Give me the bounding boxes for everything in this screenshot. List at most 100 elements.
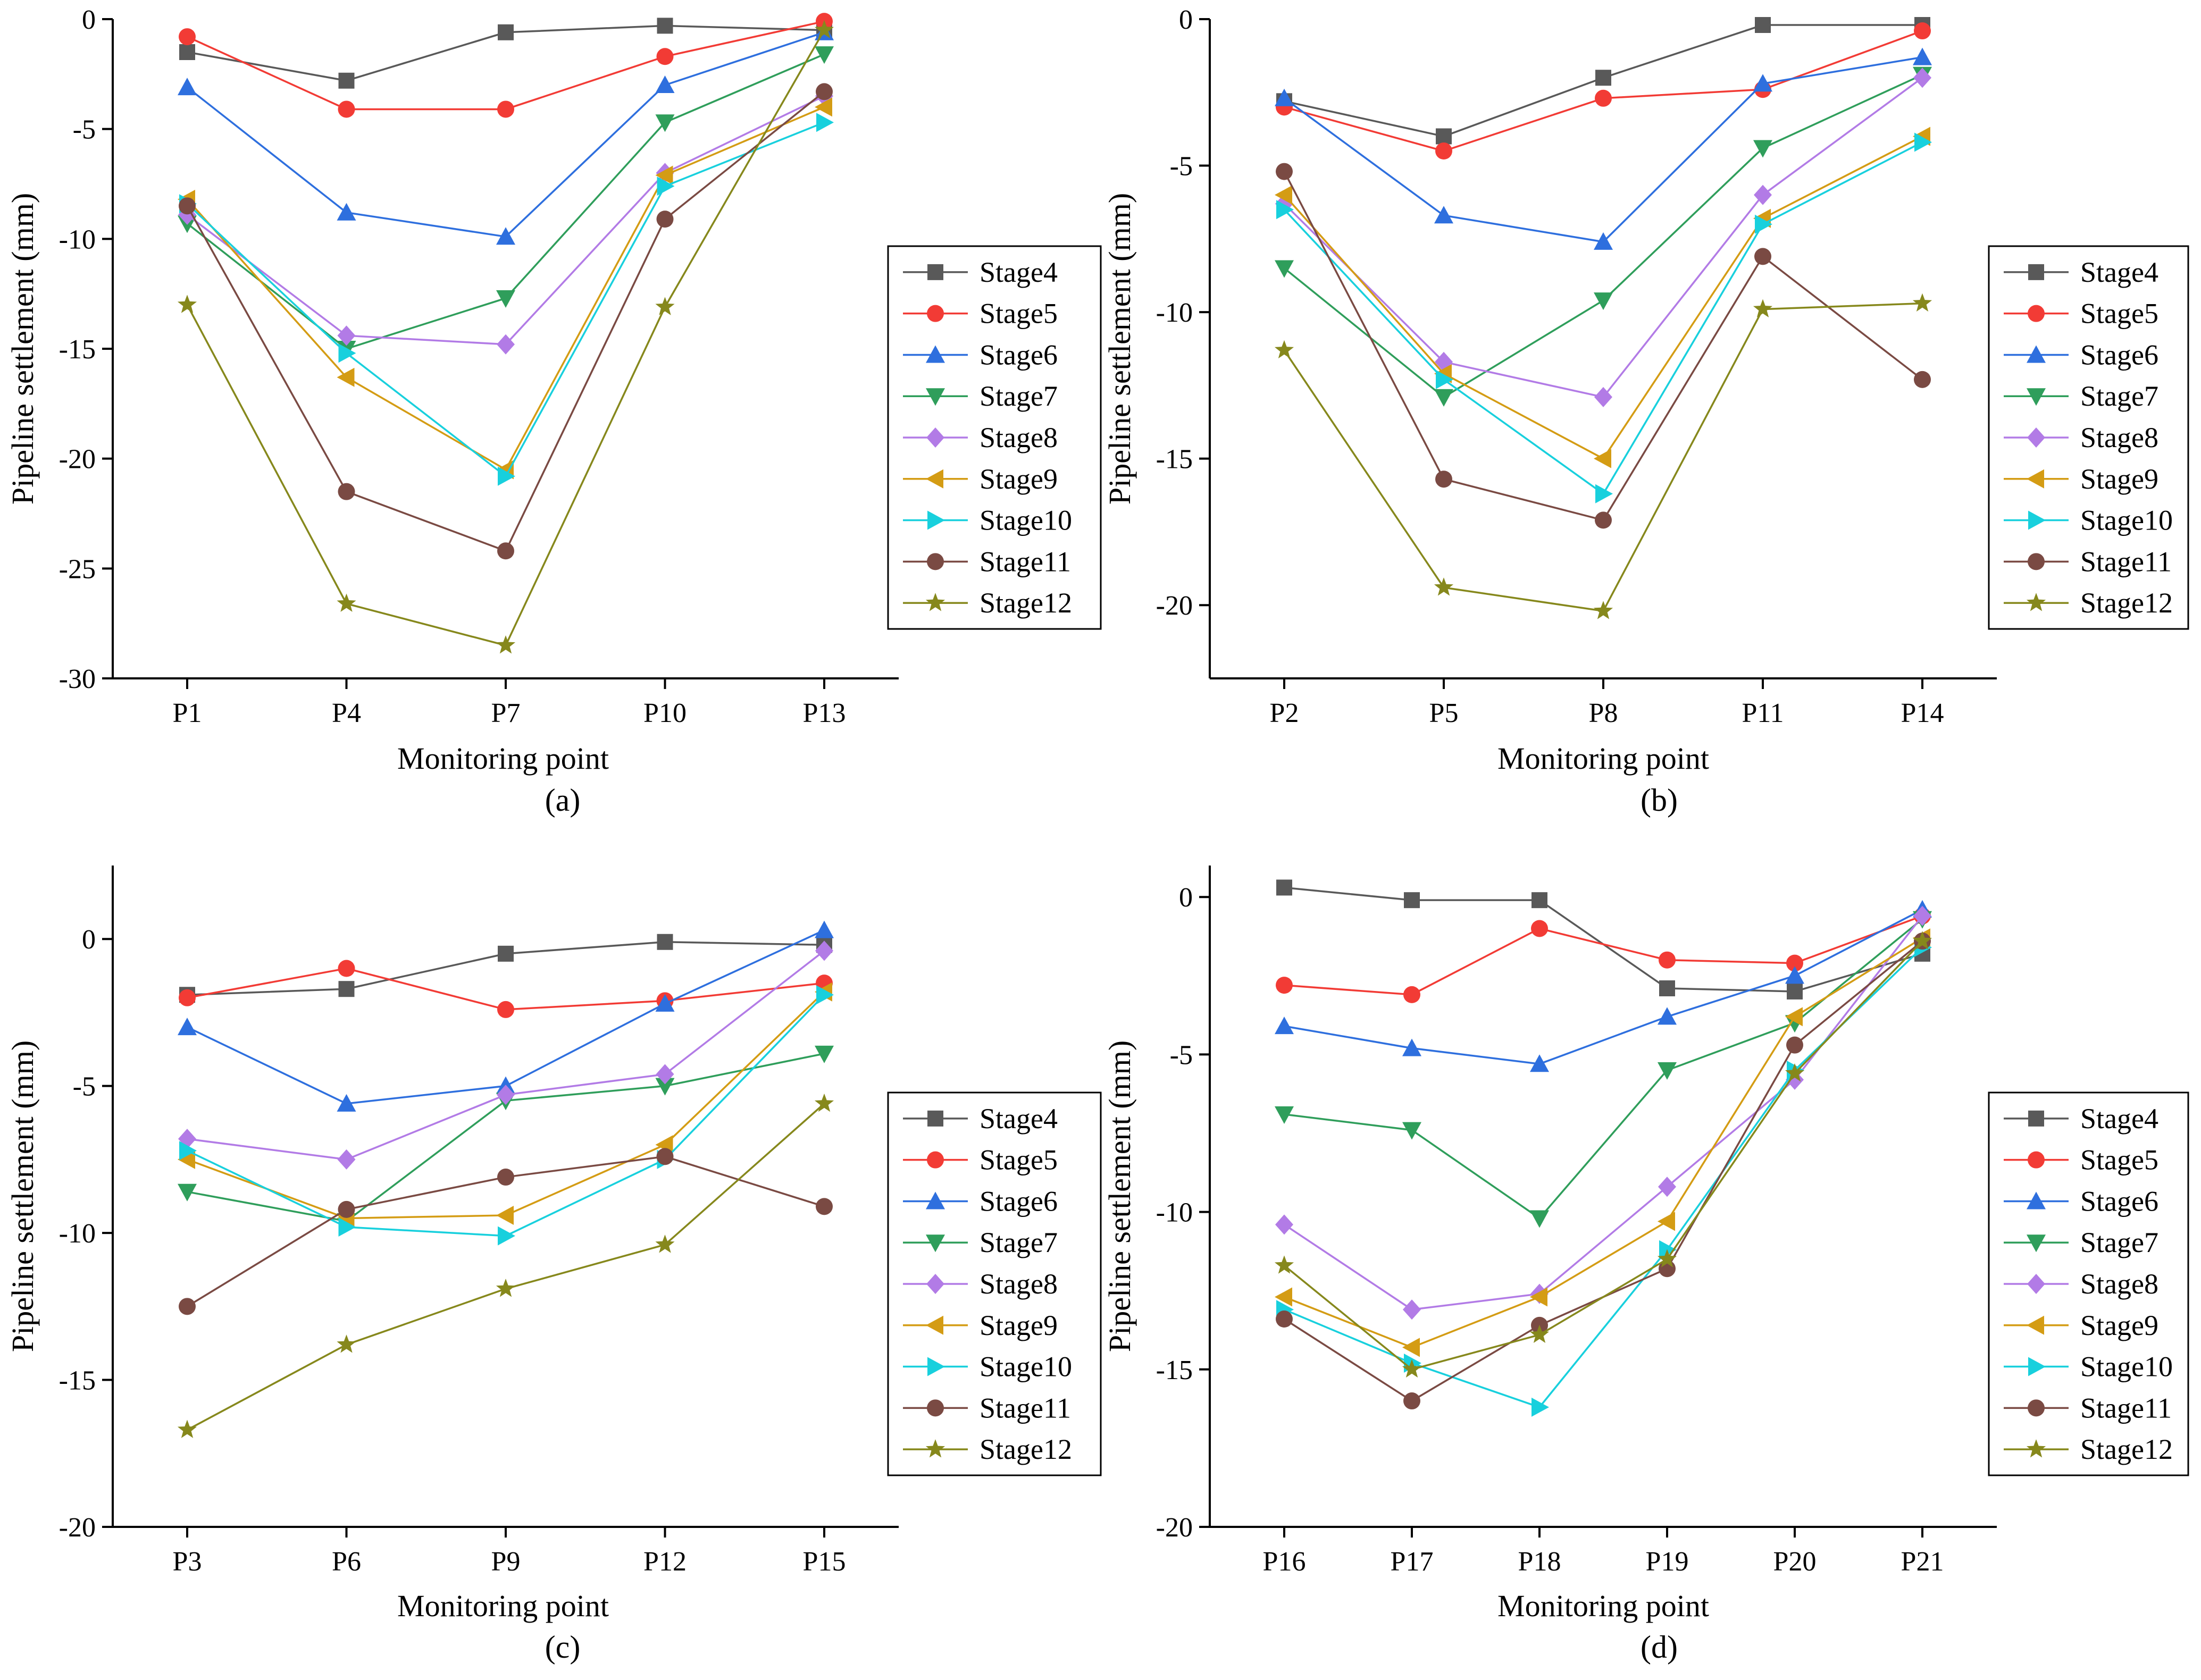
- data-point: [1914, 371, 1931, 388]
- data-point: [337, 593, 356, 612]
- legend-label: Stage4: [2080, 1103, 2158, 1135]
- series-line: [187, 1103, 825, 1431]
- data-point: [655, 297, 675, 315]
- data-point: [1594, 449, 1611, 468]
- series-stage6: [178, 22, 834, 245]
- data-point: [497, 100, 514, 118]
- legend-label: Stage6: [980, 339, 1058, 371]
- legend-label: Stage8: [980, 422, 1058, 453]
- data-point: [1530, 1210, 1549, 1228]
- data-point: [1402, 1122, 1421, 1140]
- legend-marker: [2028, 1399, 2045, 1417]
- legend-item: Stage11: [903, 1392, 1071, 1424]
- data-point: [1755, 17, 1771, 33]
- legend-marker: [2028, 553, 2045, 570]
- data-point: [1276, 200, 1294, 220]
- legend-marker: [2028, 1151, 2045, 1169]
- data-point: [1275, 185, 1292, 205]
- y-tick-label: 0: [1179, 5, 1193, 35]
- data-point: [655, 165, 673, 185]
- series-stage12: [1274, 931, 1932, 1378]
- series-stage12: [177, 1093, 834, 1438]
- panel-caption: (a): [545, 783, 581, 818]
- series-line: [1284, 918, 1923, 1220]
- x-tick-label: P9: [491, 1547, 521, 1577]
- legend-item: Stage11: [2004, 1392, 2172, 1424]
- legend-item: Stage7: [903, 1227, 1058, 1258]
- data-point: [177, 1419, 197, 1438]
- data-point: [1276, 879, 1292, 896]
- y-tick-label: -10: [59, 224, 96, 255]
- x-tick-label: P12: [643, 1547, 687, 1577]
- data-point: [1914, 22, 1931, 40]
- series-line: [1283, 141, 1923, 495]
- data-point: [179, 44, 195, 60]
- data-point: [337, 1149, 356, 1170]
- data-point: [1434, 577, 1454, 596]
- data-point: [1594, 232, 1613, 250]
- data-point: [1275, 1287, 1292, 1307]
- data-point: [1658, 1177, 1676, 1197]
- legend-item: Stage7: [903, 380, 1058, 412]
- x-tick-label: P17: [1391, 1547, 1434, 1577]
- data-point: [1402, 1359, 1422, 1378]
- data-point: [337, 367, 355, 387]
- data-point: [815, 940, 833, 961]
- data-point: [1659, 951, 1676, 969]
- chart-panel-d: 0 -5 -10 -15 -20 P16 P17 P18 P19 P20 P21 Monitoring…: [1102, 866, 2189, 1665]
- data-point: [1529, 1324, 1550, 1343]
- x-tick-label: P19: [1646, 1547, 1689, 1577]
- series-stage8: [1275, 905, 1931, 1320]
- legend-marker: [926, 345, 945, 363]
- legend-marker: [2028, 305, 2045, 322]
- data-point: [1785, 1063, 1805, 1082]
- legend-marker: [2027, 1234, 2046, 1253]
- legend-label: Stage6: [2080, 1185, 2158, 1217]
- series-line: [1283, 940, 1923, 1371]
- data-point: [1753, 140, 1772, 158]
- x-tick-label: P7: [491, 698, 521, 728]
- data-point: [1402, 1038, 1421, 1056]
- panel-caption: (c): [545, 1629, 581, 1665]
- data-point: [1913, 905, 1931, 926]
- legend-label: Stage10: [2080, 1351, 2173, 1383]
- legend-item: Stage6: [903, 1185, 1058, 1217]
- legend-item: Stage12: [2004, 1433, 2173, 1465]
- series-stage7: [1275, 911, 1932, 1228]
- data-point: [1532, 1397, 1549, 1417]
- x-tick-label: P6: [332, 1547, 361, 1577]
- data-point: [655, 1078, 675, 1096]
- series-stage12: [177, 20, 834, 654]
- legend-item: Stage10: [2004, 505, 2173, 536]
- y-tick-label: -25: [59, 554, 96, 584]
- legend-item: Stage4: [903, 256, 1058, 288]
- data-point: [1275, 88, 1294, 106]
- legend-label: Stage11: [2080, 1392, 2172, 1424]
- legend-item: Stage10: [903, 1351, 1072, 1383]
- data-point: [179, 989, 196, 1006]
- data-point: [1403, 986, 1420, 1003]
- legend-marker: [2027, 427, 2045, 448]
- x-tick-label: P16: [1263, 1547, 1306, 1577]
- y-tick-label: -20: [1156, 591, 1193, 621]
- y-tick-label: -5: [73, 1072, 96, 1102]
- legend-label: Stage11: [980, 1392, 1071, 1424]
- legend-marker: [927, 305, 944, 322]
- legend-item: Stage8: [2004, 422, 2158, 453]
- data-point: [815, 46, 834, 64]
- data-point: [179, 1298, 196, 1315]
- data-point: [496, 635, 516, 654]
- series-stage6: [1275, 47, 1932, 250]
- data-point: [1595, 89, 1612, 107]
- legend-marker: [926, 388, 945, 406]
- y-tick-label: -20: [59, 444, 96, 475]
- legend: Stage4 Stage5 Stage6 Stage7 Stage8 Stage9 Stag…: [887, 245, 1102, 630]
- data-point: [497, 1085, 515, 1105]
- data-point: [338, 1217, 356, 1237]
- data-point: [1659, 980, 1675, 997]
- x-axis-title: Monitoring point: [1497, 1589, 1709, 1623]
- panel-caption: (d): [1641, 1629, 1678, 1665]
- legend-marker: [2027, 388, 2046, 406]
- data-point: [496, 290, 515, 308]
- data-point: [1914, 132, 1932, 152]
